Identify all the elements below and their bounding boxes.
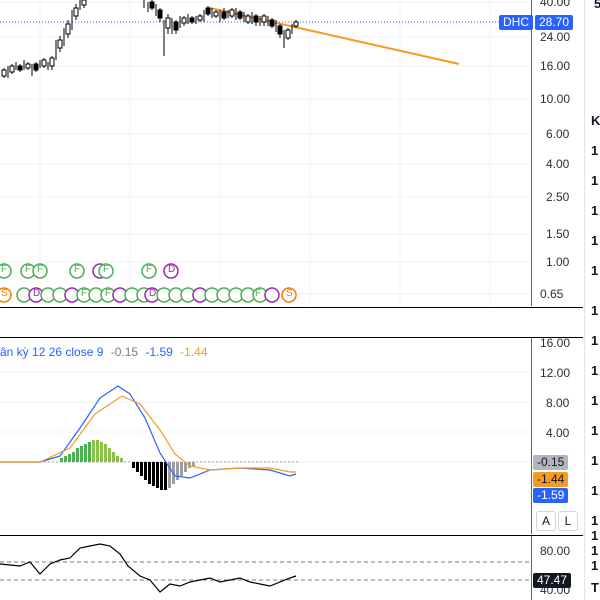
right-panel-text: 1	[591, 543, 599, 558]
rsi-value-tag: 47.47	[533, 573, 572, 588]
pane-divider[interactable]	[0, 337, 583, 338]
price-tick: 10.00	[540, 92, 571, 106]
macd-line-tag: -1.59	[533, 488, 569, 503]
right-panel-text: 1	[591, 483, 599, 498]
price-axis[interactable]: 40.00 24.00 16.00 10.00 6.00 4.00 2.50 1…	[531, 0, 584, 306]
rsi-axis[interactable]: 80.00 40.00	[531, 536, 584, 600]
macd-chart[interactable]	[0, 338, 530, 534]
price-tick: 1.50	[546, 227, 570, 241]
event-marker-f[interactable]: F	[74, 264, 81, 275]
price-chart[interactable]	[0, 0, 530, 306]
right-panel-text: 1	[591, 363, 599, 378]
rsi-line	[0, 543, 297, 593]
rsi-tick: 80.00	[540, 544, 571, 558]
event-marker-d[interactable]: D	[33, 288, 41, 299]
macd-tick: 4.00	[546, 426, 570, 440]
event-letters-row1: F F F F F F D	[0, 264, 300, 278]
right-panel-text: 1	[591, 263, 599, 278]
event-marker-d[interactable]: D	[149, 288, 157, 299]
macd-legend-label: ân kỳ 12 26 close 9	[0, 345, 104, 359]
right-panel-text: 1	[591, 303, 599, 318]
right-panel-text: 1	[591, 513, 599, 528]
price-tick: 16.00	[540, 59, 571, 73]
price-tick: 6.00	[546, 127, 570, 141]
symbol-tag[interactable]: DHC	[499, 15, 533, 30]
event-marker-f[interactable]: F	[103, 264, 110, 275]
price-tick: 40.00	[540, 0, 571, 9]
right-panel[interactable]	[584, 0, 600, 600]
right-panel-text: 1	[591, 528, 599, 543]
event-marker-d[interactable]: D	[168, 264, 176, 275]
macd-histogram	[60, 440, 123, 462]
pane-divider[interactable]	[0, 307, 583, 308]
right-panel-text: K	[591, 113, 600, 128]
right-panel-text: 1	[591, 333, 599, 348]
macd-axis[interactable]: 16.00 12.00 8.00 4.00	[531, 336, 584, 534]
log-scale-button[interactable]: L	[558, 511, 578, 531]
price-tick: 24.00	[540, 30, 571, 44]
signal-line	[0, 395, 296, 473]
price-tick: 1.00	[546, 255, 570, 269]
rsi-chart[interactable]	[0, 536, 530, 600]
event-marker-s[interactable]: S	[286, 288, 293, 299]
pane-divider[interactable]	[0, 535, 583, 536]
macd-signal-tag: -1.44	[533, 472, 569, 487]
right-panel-text: 1	[591, 143, 599, 158]
right-panel-text: 1	[591, 173, 599, 188]
right-panel-text: T	[591, 580, 599, 595]
price-tick: 4.00	[546, 157, 570, 171]
event-marker-f[interactable]: F	[1, 264, 8, 275]
event-marker-f[interactable]: F	[81, 288, 88, 299]
macd-line-value: -1.59	[145, 345, 173, 359]
event-marker-f[interactable]: F	[25, 264, 32, 275]
right-panel-text: 1	[591, 393, 599, 408]
macd-tick: 12.00	[540, 366, 571, 380]
right-panel-text: 1	[591, 203, 599, 218]
macd-hist-tag: -0.15	[533, 455, 569, 470]
event-marker-f[interactable]: F	[255, 288, 262, 299]
macd-tick: 16.00	[540, 336, 571, 350]
right-panel-text: 1	[591, 453, 599, 468]
right-panel-text: 1	[591, 558, 599, 573]
event-marker-f[interactable]: F	[146, 264, 153, 275]
price-tag[interactable]: 28.70	[535, 15, 574, 30]
event-marker-f[interactable]: F	[37, 264, 44, 275]
event-markers-row1	[0, 263, 179, 279]
right-panel-text: 5	[594, 0, 600, 11]
auto-scale-button[interactable]: A	[536, 511, 556, 531]
macd-signal-value: -1.44	[180, 345, 208, 359]
macd-tick: 8.00	[546, 396, 570, 410]
price-tick: 2.50	[546, 190, 570, 204]
event-letters-row2: S D F F F D S	[0, 288, 300, 302]
macd-legend[interactable]: ân kỳ 12 26 close 9 -0.15 -1.59 -1.44	[0, 345, 208, 359]
right-panel-text: 1	[591, 233, 599, 248]
price-tick: 0.65	[540, 287, 564, 301]
macd-line	[0, 385, 297, 479]
macd-histogram-neg	[132, 462, 195, 490]
event-marker-s[interactable]: S	[1, 288, 8, 299]
candle-bodies	[1, 0, 299, 77]
macd-hist-value: -0.15	[110, 345, 139, 359]
event-marker-f[interactable]: F	[105, 288, 112, 299]
right-panel-text: 1	[591, 423, 599, 438]
event-markers-row2	[0, 287, 297, 303]
